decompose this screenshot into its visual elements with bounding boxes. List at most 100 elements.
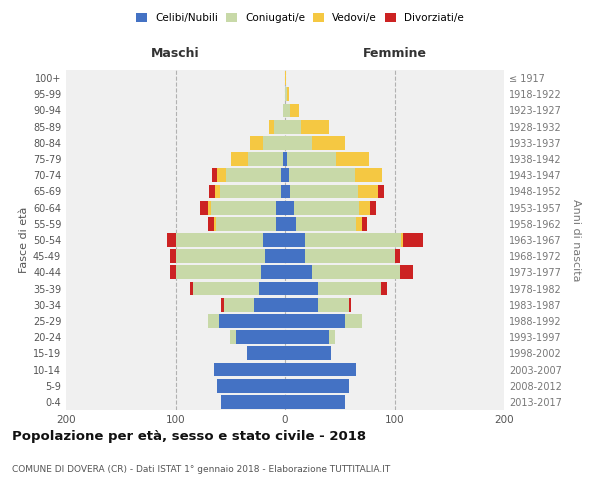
Bar	[214, 362, 285, 376]
Bar	[175, 266, 261, 280]
Bar	[170, 250, 176, 263]
Bar	[305, 250, 395, 263]
Bar	[285, 395, 345, 409]
Bar	[208, 200, 211, 214]
Bar	[247, 346, 285, 360]
Bar	[259, 282, 285, 296]
Bar	[329, 330, 335, 344]
Bar	[285, 88, 287, 101]
Bar	[215, 184, 220, 198]
Bar	[400, 266, 413, 280]
Bar	[287, 152, 337, 166]
Bar	[296, 217, 356, 230]
Bar	[224, 298, 254, 312]
Bar	[283, 104, 285, 118]
Bar	[285, 168, 289, 182]
Bar	[401, 233, 403, 247]
Bar	[263, 233, 285, 247]
Bar	[285, 184, 290, 198]
Bar	[261, 266, 285, 280]
Text: Femmine: Femmine	[362, 48, 427, 60]
Bar	[285, 314, 345, 328]
Bar	[221, 298, 224, 312]
Bar	[285, 136, 313, 149]
Bar	[285, 266, 313, 280]
Bar	[220, 184, 281, 198]
Text: COMUNE DI DOVERA (CR) - Dati ISTAT 1° gennaio 2018 - Elaborazione TUTTITALIA.IT: COMUNE DI DOVERA (CR) - Dati ISTAT 1° ge…	[12, 465, 390, 474]
Bar	[212, 168, 217, 182]
Bar	[217, 379, 285, 392]
Bar	[289, 168, 355, 182]
Bar	[230, 330, 236, 344]
Bar	[285, 379, 349, 392]
Bar	[176, 250, 265, 263]
Bar	[285, 330, 329, 344]
Bar	[337, 152, 370, 166]
Bar	[285, 250, 305, 263]
Bar	[285, 200, 294, 214]
Bar	[170, 266, 176, 280]
Y-axis label: Anni di nascita: Anni di nascita	[571, 198, 581, 281]
Bar	[313, 266, 400, 280]
Bar	[349, 298, 350, 312]
Bar	[193, 282, 259, 296]
Bar	[356, 217, 362, 230]
Bar	[285, 104, 290, 118]
Bar	[285, 362, 356, 376]
Bar	[265, 250, 285, 263]
Text: Maschi: Maschi	[151, 48, 200, 60]
Bar	[294, 200, 359, 214]
Bar	[274, 120, 285, 134]
Text: Popolazione per età, sesso e stato civile - 2018: Popolazione per età, sesso e stato civil…	[12, 430, 366, 443]
Bar	[395, 250, 400, 263]
Bar	[276, 217, 285, 230]
Bar	[285, 217, 296, 230]
Bar	[370, 200, 376, 214]
Bar	[285, 71, 286, 85]
Bar	[290, 184, 358, 198]
Bar	[176, 233, 263, 247]
Bar	[221, 395, 285, 409]
Bar	[236, 330, 285, 344]
Bar	[208, 314, 220, 328]
Bar	[214, 217, 216, 230]
Bar	[283, 152, 285, 166]
Bar	[276, 200, 285, 214]
Bar	[362, 217, 367, 230]
Bar	[358, 184, 378, 198]
Bar	[167, 233, 176, 247]
Bar	[382, 282, 387, 296]
Bar	[226, 168, 281, 182]
Bar	[318, 298, 349, 312]
Bar	[281, 184, 285, 198]
Bar	[378, 184, 383, 198]
Legend: Celibi/Nubili, Coniugati/e, Vedovi/e, Divorziati/e: Celibi/Nubili, Coniugati/e, Vedovi/e, Di…	[133, 10, 467, 26]
Bar	[305, 233, 401, 247]
Bar	[208, 217, 214, 230]
Bar	[263, 136, 285, 149]
Bar	[345, 314, 362, 328]
Bar	[211, 200, 276, 214]
Bar	[190, 282, 193, 296]
Bar	[248, 152, 283, 166]
Bar	[287, 88, 289, 101]
Bar	[220, 314, 285, 328]
Bar	[355, 168, 382, 182]
Bar	[290, 104, 299, 118]
Bar	[209, 184, 215, 198]
Bar	[285, 233, 305, 247]
Bar	[250, 136, 263, 149]
Bar	[285, 120, 301, 134]
Bar	[301, 120, 329, 134]
Bar	[254, 298, 285, 312]
Bar	[200, 200, 208, 214]
Bar	[285, 282, 318, 296]
Bar	[232, 152, 248, 166]
Bar	[403, 233, 423, 247]
Bar	[217, 168, 226, 182]
Bar	[269, 120, 274, 134]
Y-axis label: Fasce di età: Fasce di età	[19, 207, 29, 273]
Bar	[318, 282, 382, 296]
Bar	[281, 168, 285, 182]
Bar	[285, 346, 331, 360]
